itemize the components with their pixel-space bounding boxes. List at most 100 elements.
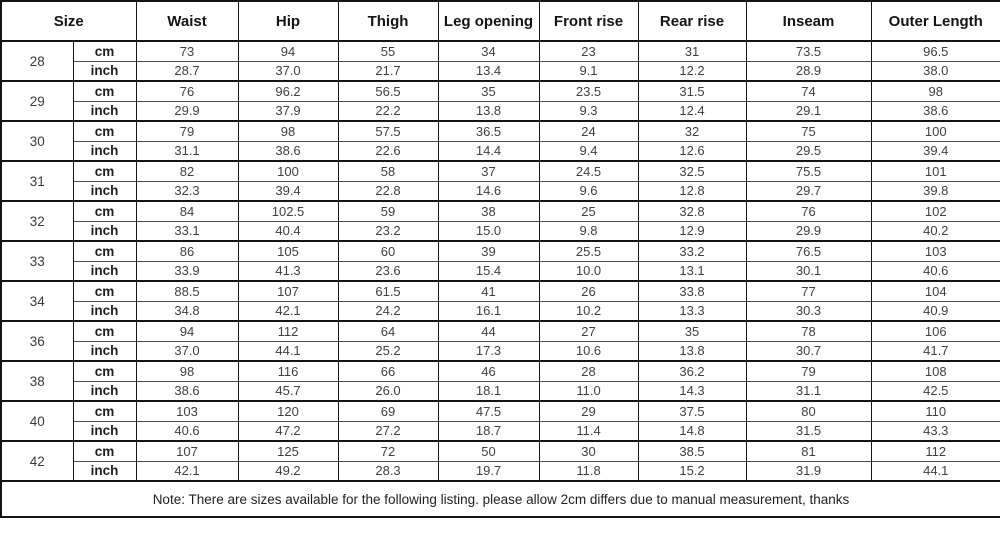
measurement-cell: 30.3	[745, 300, 872, 321]
measurement-cell: 37.5	[637, 400, 747, 421]
measurement-cell: 40.2	[870, 220, 1000, 241]
table-row: inch 33.9 41.3 23.6 15.4 10.0 13.1 30.1 …	[1, 260, 1000, 281]
measurement-cell: 82	[135, 160, 239, 181]
measurement-cell: 58	[337, 160, 439, 181]
measurement-cell: 64	[337, 320, 439, 341]
measurement-cell: 79	[135, 120, 239, 141]
measurement-cell: 38.6	[135, 380, 239, 401]
measurement-cell: 42.1	[135, 460, 239, 481]
measurement-cell: 14.6	[437, 180, 540, 201]
measurement-cell: 73.5	[745, 40, 872, 61]
unit-cell: inch	[72, 300, 137, 321]
measurement-cell: 30	[538, 440, 639, 461]
unit-cell: cm	[72, 280, 137, 301]
measurement-cell: 27	[538, 320, 639, 341]
measurement-cell: 32	[637, 120, 747, 141]
measurement-cell: 38.5	[637, 440, 747, 461]
measurement-cell: 76	[745, 200, 872, 221]
measurement-cell: 40.9	[870, 300, 1000, 321]
size-cell: 40	[0, 400, 74, 441]
unit-cell: inch	[72, 180, 137, 201]
unit-cell: inch	[72, 100, 137, 121]
size-cell: 32	[0, 200, 74, 241]
table-row: 29 cm 76 96.2 56.5 35 23.5 31.5 74 98	[0, 80, 1000, 121]
measurement-cell: 24.2	[337, 300, 439, 321]
measurement-cell: 14.3	[637, 380, 747, 401]
measurement-cell: 72	[337, 440, 439, 461]
measurement-cell: 11.8	[538, 460, 639, 481]
measurement-cell: 9.8	[538, 220, 639, 241]
measurement-cell: 105	[237, 240, 339, 261]
measurement-cell: 22.8	[337, 180, 439, 201]
measurement-cell: 40.6	[135, 420, 239, 441]
measurement-cell: 29.5	[745, 140, 872, 161]
unit-cell: cm	[72, 80, 137, 101]
measurement-cell: 10.6	[538, 340, 639, 361]
column-header-outer-length: Outer Length	[870, 0, 1000, 42]
measurement-cell: 86	[135, 240, 239, 261]
measurement-cell: 116	[237, 360, 339, 381]
measurement-cell: 12.8	[637, 180, 747, 201]
measurement-cell: 23	[538, 40, 639, 61]
measurement-cell: 13.4	[437, 60, 540, 81]
measurement-cell: 74	[745, 80, 872, 101]
measurement-cell: 61.5	[337, 280, 439, 301]
measurement-cell: 28.7	[135, 60, 239, 81]
column-header-front-rise: Front rise	[538, 0, 639, 42]
measurement-cell: 29.9	[745, 220, 872, 241]
measurement-cell: 84	[135, 200, 239, 221]
measurement-cell: 38.0	[870, 60, 1000, 81]
measurement-cell: 28	[538, 360, 639, 381]
measurement-cell: 38	[437, 200, 540, 221]
table-row: inch 28.7 37.0 21.7 13.4 9.1 12.2 28.9 3…	[1, 60, 1000, 81]
measurement-cell: 94	[135, 320, 239, 341]
measurement-cell: 29.7	[745, 180, 872, 201]
measurement-cell: 17.3	[437, 340, 540, 361]
measurement-cell: 76	[135, 80, 239, 101]
measurement-cell: 41.3	[237, 260, 339, 281]
measurement-cell: 112	[237, 320, 339, 341]
measurement-cell: 39	[437, 240, 540, 261]
measurement-cell: 44.1	[870, 460, 1000, 481]
measurement-cell: 25.5	[538, 240, 639, 261]
measurement-cell: 46	[437, 360, 540, 381]
measurement-cell: 44	[437, 320, 540, 341]
measurement-cell: 34.8	[135, 300, 239, 321]
measurement-cell: 41	[437, 280, 540, 301]
measurement-cell: 81	[745, 440, 872, 461]
table-row: 42 cm 107 125 72 50 30 38.5 81 112	[0, 440, 1000, 481]
measurement-cell: 31.1	[745, 380, 872, 401]
measurement-cell: 39.4	[237, 180, 339, 201]
unit-cell: cm	[72, 240, 137, 261]
measurement-cell: 35	[637, 320, 747, 341]
measurement-cell: 40.4	[237, 220, 339, 241]
measurement-cell: 37.0	[237, 60, 339, 81]
measurement-cell: 18.7	[437, 420, 540, 441]
measurement-cell: 28.3	[337, 460, 439, 481]
column-header-inseam: Inseam	[745, 0, 872, 42]
table-row: inch 34.8 42.1 24.2 16.1 10.2 13.3 30.3 …	[1, 300, 1000, 321]
unit-cell: inch	[72, 420, 137, 441]
measurement-cell: 33.2	[637, 240, 747, 261]
measurement-cell: 76.5	[745, 240, 872, 261]
column-header-size: Size	[0, 0, 137, 42]
measurement-cell: 14.4	[437, 140, 540, 161]
measurement-cell: 88.5	[135, 280, 239, 301]
measurement-cell: 110	[870, 400, 1000, 421]
measurement-cell: 26.0	[337, 380, 439, 401]
measurement-cell: 11.4	[538, 420, 639, 441]
note-row: Note: There are sizes available for the …	[0, 480, 1000, 517]
measurement-cell: 102	[870, 200, 1000, 221]
measurement-cell: 108	[870, 360, 1000, 381]
measurement-cell: 27.2	[337, 420, 439, 441]
measurement-cell: 15.0	[437, 220, 540, 241]
measurement-cell: 25.2	[337, 340, 439, 361]
measurement-cell: 35	[437, 80, 540, 101]
measurement-cell: 37.9	[237, 100, 339, 121]
size-chart-table: Size Waist Hip Thigh Leg opening Front r…	[0, 0, 1000, 518]
unit-cell: cm	[72, 320, 137, 341]
measurement-cell: 23.5	[538, 80, 639, 101]
unit-cell: cm	[72, 200, 137, 221]
measurement-cell: 102.5	[237, 200, 339, 221]
measurement-cell: 40.6	[870, 260, 1000, 281]
